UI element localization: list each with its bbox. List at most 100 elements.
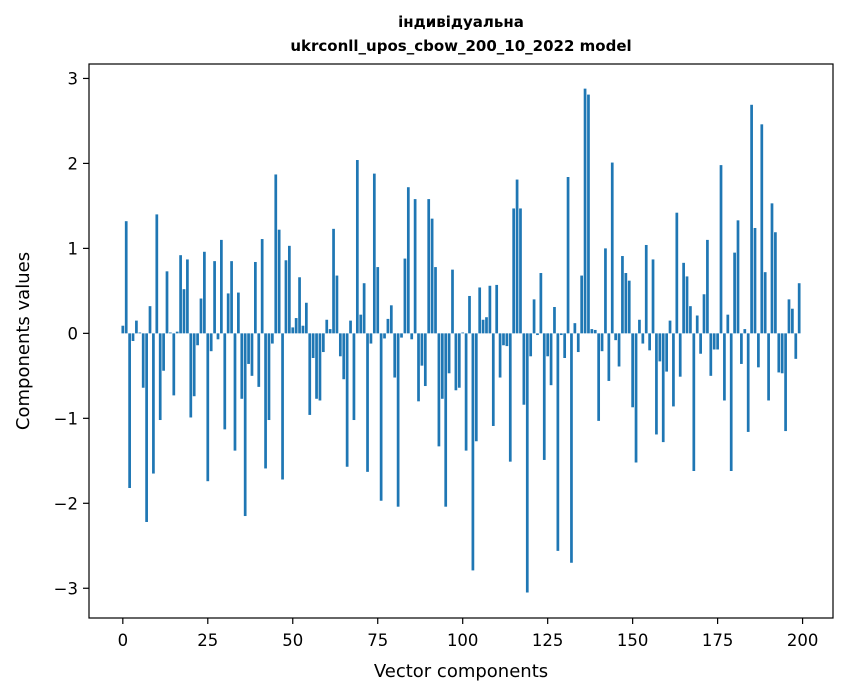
- bar-17: [179, 255, 182, 334]
- bar-75: [376, 267, 380, 334]
- bar-99: [457, 333, 461, 388]
- bar-95: [444, 333, 448, 507]
- bar-137: [587, 94, 590, 334]
- bar-57: [315, 333, 318, 399]
- bar-37: [247, 333, 250, 364]
- bar-3: [131, 333, 135, 341]
- bar-194: [780, 333, 784, 374]
- bar-101: [464, 333, 468, 451]
- bar-70: [359, 314, 363, 334]
- bar-179: [729, 333, 733, 471]
- bar-107: [485, 317, 488, 334]
- bar-149: [627, 280, 631, 334]
- plot-frame: [88, 63, 834, 619]
- bar-130: [563, 333, 567, 358]
- bar-0: [121, 325, 125, 334]
- bar-72: [366, 333, 369, 472]
- bar-102: [468, 295, 471, 334]
- bar-66: [345, 333, 349, 467]
- bar-113: [505, 333, 509, 347]
- bar-46: [277, 229, 281, 334]
- bar-38: [250, 333, 254, 376]
- bar-173: [709, 333, 713, 376]
- bar-114: [508, 333, 512, 462]
- bar-63: [335, 275, 339, 334]
- bar-67: [349, 320, 352, 334]
- bar-9: [152, 333, 155, 474]
- bar-118: [522, 333, 526, 405]
- bar-148: [624, 273, 628, 334]
- bar-31: [226, 293, 230, 334]
- bar-26: [209, 333, 213, 352]
- x-axis-label: Vector components: [374, 661, 548, 682]
- bar-163: [675, 212, 679, 334]
- bar-146: [617, 333, 621, 367]
- bar-145: [614, 333, 618, 341]
- bar-176: [719, 165, 723, 334]
- bar-147: [621, 256, 624, 334]
- x-tick-label: 25: [197, 631, 218, 650]
- bar-16: [175, 331, 179, 334]
- bar-59: [321, 333, 325, 353]
- x-tick-label: 0: [118, 631, 129, 650]
- bar-44: [271, 333, 274, 344]
- bar-166: [685, 276, 689, 334]
- bar-58: [318, 333, 322, 401]
- bar-12: [162, 333, 165, 371]
- x-tick-label: 200: [787, 631, 819, 650]
- bar-87: [417, 333, 420, 402]
- x-tick-label: 75: [367, 631, 388, 650]
- bar-11: [158, 333, 162, 421]
- bar-164: [678, 333, 682, 377]
- bar-153: [641, 333, 645, 344]
- bar-151: [634, 333, 638, 463]
- bar-103: [471, 333, 475, 571]
- bar-60: [325, 319, 329, 334]
- bar-22: [196, 333, 199, 346]
- bar-193: [777, 333, 781, 373]
- bar-174: [712, 333, 716, 350]
- bar-120: [529, 333, 533, 357]
- bar-18: [182, 289, 186, 334]
- bar-162: [672, 333, 675, 407]
- bar-197: [791, 308, 794, 334]
- bar-183: [743, 329, 747, 334]
- bar-32: [230, 261, 233, 334]
- bar-160: [665, 333, 668, 372]
- bar-82: [400, 333, 403, 338]
- bar-55: [308, 333, 312, 415]
- bar-115: [512, 208, 516, 334]
- bar-92: [434, 267, 437, 334]
- bar-13: [165, 271, 169, 334]
- bar-156: [651, 259, 655, 334]
- bar-106: [481, 319, 485, 334]
- bar-20: [189, 333, 193, 418]
- y-tick-label: 2: [68, 154, 79, 173]
- bar-180: [733, 252, 736, 334]
- bar-77: [383, 333, 386, 339]
- chart-title-line-1: індивідуальна: [398, 13, 524, 31]
- y-axis-label: Components values: [13, 252, 34, 430]
- bar-83: [403, 258, 407, 334]
- bar-181: [736, 220, 740, 334]
- bar-185: [750, 104, 753, 334]
- bar-62: [332, 228, 335, 334]
- bar-84: [406, 187, 410, 334]
- bar-132: [570, 333, 573, 563]
- bar-19: [186, 259, 189, 334]
- bar-74: [372, 173, 376, 334]
- bar-158: [658, 333, 662, 362]
- y-axis-ticks: −3 −2 −1 0 1 2 3: [54, 69, 89, 598]
- bar-35: [240, 333, 244, 399]
- bar-64: [338, 333, 342, 357]
- bar-104: [474, 333, 478, 442]
- bar-41: [260, 239, 264, 334]
- bar-128: [556, 333, 560, 551]
- bar-47: [281, 333, 284, 480]
- bar-171: [702, 294, 706, 334]
- bar-135: [580, 275, 584, 334]
- bar-199: [797, 283, 801, 334]
- bar-76: [379, 333, 383, 501]
- bar-6: [141, 333, 145, 388]
